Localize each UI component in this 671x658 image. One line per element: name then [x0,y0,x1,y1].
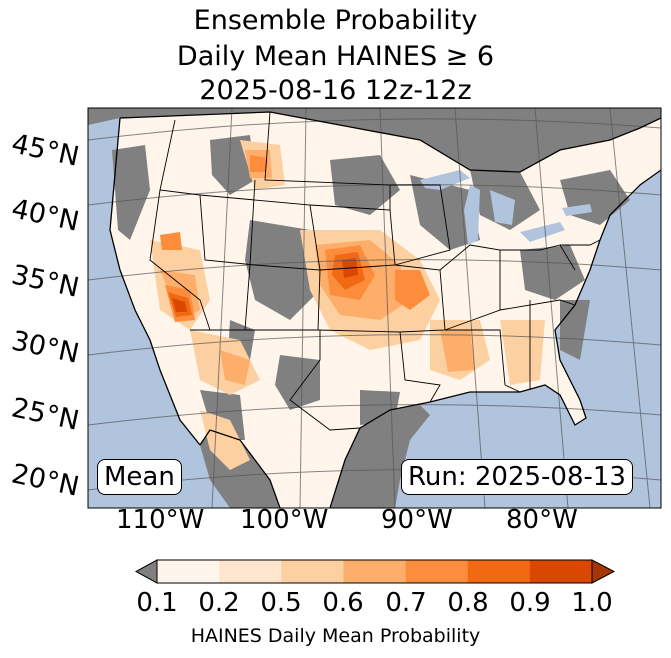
colorbar-tick: 0.7 [385,588,427,618]
map-frame [87,107,662,509]
colorbar-segments [157,560,593,583]
colorbar [134,559,616,584]
colorbar-tick: 0.9 [509,588,551,618]
colorbar-tick: 0.8 [447,588,489,618]
colorbar-segment [467,560,531,583]
title-line-1: Ensemble Probability [193,5,478,36]
lon-label-80: 80°W [506,505,578,535]
colorbar-tick: 1.0 [571,588,613,618]
colorbar-segment [219,560,282,583]
colorbar-segment [529,560,593,583]
colorbar-segment [157,560,220,583]
colorbar-tick: 0.2 [198,588,240,618]
colorbar-label: HAINES Daily Mean Probability [190,625,481,647]
colorbar-over-arrow [591,559,616,584]
borders [109,111,661,508]
colorbar-segment [405,560,469,583]
colorbar-tick: 0.1 [136,588,178,618]
colorbar-segment [281,560,344,583]
colorbar-under-arrow [134,559,158,584]
title-line-2: Daily Mean HAINES ≥ 6 [176,41,495,72]
mean-label-box: Mean [97,459,182,495]
state-lines [149,111,601,431]
land-canada [88,108,661,172]
missing-patches [112,135,630,440]
title-line-3: 2025-08-16 12z-12z [199,75,472,106]
lon-label-90: 90°W [381,505,453,535]
run-label-box: Run: 2025-08-13 [401,459,633,495]
land-mexico [200,405,430,508]
colorbar-tick: 0.6 [322,588,364,618]
lon-label-110: 110°W [116,505,205,535]
colorbar-segment [343,560,407,583]
map-panel [88,108,661,508]
colorbar-tick: 0.5 [260,588,302,618]
lon-label-100: 100°W [240,505,329,535]
